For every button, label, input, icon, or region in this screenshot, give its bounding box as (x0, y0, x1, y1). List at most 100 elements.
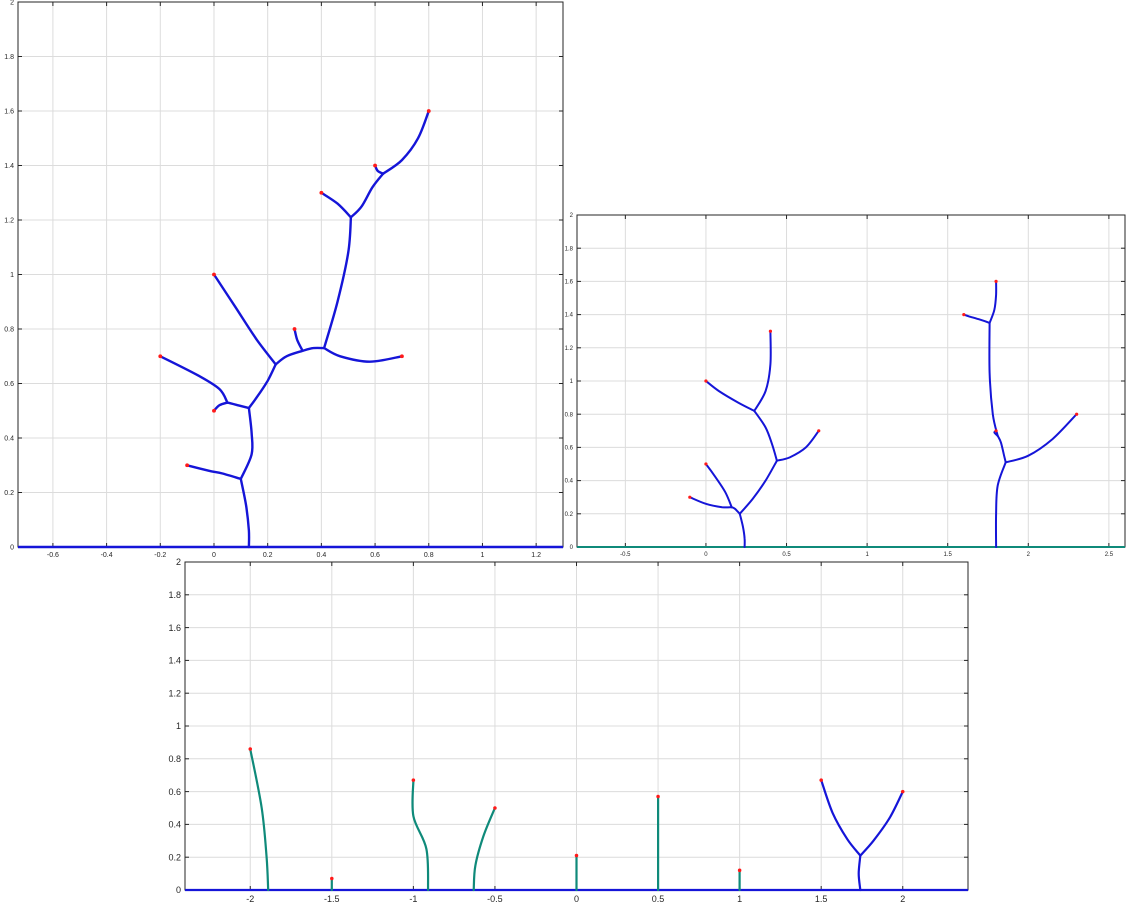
branch-line (301, 346, 326, 352)
branch-tip-point (768, 329, 773, 333)
branch-tip-point (656, 794, 660, 799)
branch-line (274, 349, 304, 366)
y-tick-label: 0 (10, 544, 14, 551)
y-tick-label: 0.6 (565, 446, 574, 452)
x-tick-label: 1.5 (815, 894, 828, 904)
branch-line (185, 464, 242, 481)
branch-tip-point (399, 354, 404, 359)
branch-line (857, 854, 862, 892)
plot-bottom: -2 -1.5 -1 -0.5 0 0.5 1 1.5 2 0 0.2 0.4 0.6 0.8 1 1.2 1.… (168, 557, 969, 904)
y-tick-label: 1.8 (4, 54, 14, 61)
x-tick-label: 2 (1027, 552, 1031, 558)
branch-tip-point (962, 313, 966, 317)
branch-line (212, 401, 229, 412)
branch-tip-point (704, 379, 708, 383)
branch-tip-point (330, 876, 334, 881)
x-tick-label: -1 (409, 894, 417, 904)
branch-line (247, 363, 277, 410)
branch-tip-point (994, 429, 998, 433)
branch-line (1004, 413, 1078, 464)
branch-line (688, 496, 733, 509)
branch-line (730, 506, 741, 515)
y-tick-label: 1.2 (168, 688, 181, 698)
branch-line (320, 191, 353, 219)
x-tick-label: 2.5 (1105, 552, 1114, 558)
y-tick-label: 0.2 (565, 512, 574, 518)
branch-tip-point (900, 789, 905, 794)
y-tick-label: 2 (176, 557, 181, 567)
y-tick-label: 0.2 (168, 852, 181, 862)
y-tick-label: 0.4 (168, 820, 181, 830)
y-tick-label: 1.6 (4, 108, 14, 115)
branch-line (988, 321, 999, 437)
branch-line (322, 346, 404, 363)
branch-line (994, 461, 1007, 548)
branch-line (820, 779, 862, 857)
y-tick-label: 1.4 (565, 313, 574, 319)
branch-tip-point (373, 163, 377, 168)
branch-line (411, 779, 430, 892)
x-tick-label: 1.5 (944, 552, 953, 558)
x-tick-label: 0 (574, 894, 579, 904)
branch-line (859, 790, 904, 857)
y-tick-label: 1.2 (565, 346, 574, 352)
x-tick-label: -0.5 (487, 894, 503, 904)
x-tick-label: 0.6 (370, 552, 380, 559)
y-tick-label: 1.2 (4, 217, 14, 224)
x-tick-label: -0.6 (47, 552, 59, 559)
plot-right: -0.5 0 0.5 1 1.5 2 2.5 0 0.2 0.4 0.6 0.8 1 1.2 1.4 1.6 1… (565, 213, 1126, 558)
x-tick-label: -0.2 (154, 552, 166, 559)
x-tick-label: 1.2 (531, 552, 541, 559)
y-tick-label: 1.4 (4, 163, 14, 170)
branch-tip-point (994, 279, 998, 283)
y-tick-label: 0.6 (4, 381, 14, 388)
branch-line (738, 512, 746, 548)
branch-line (996, 434, 1007, 464)
branch-tip-point (493, 806, 497, 810)
y-tick-label: 0 (570, 545, 574, 551)
plot-top-left: -0.6 -0.4 -0.2 0 0.2 0.4 0.6 0.8 1 1.2 0 0.2 0.4 0.6 0… (4, 0, 564, 559)
y-tick-label: 1 (570, 379, 574, 385)
x-tick-label: 0.5 (652, 894, 665, 904)
x-tick-label: -0.5 (620, 552, 631, 558)
x-tick-label: 0.4 (317, 552, 327, 559)
x-tick-label: 2 (900, 894, 905, 904)
x-tick-label: 0 (212, 552, 216, 559)
x-tick-label: -2 (246, 894, 254, 904)
y-tick-label: 1.8 (565, 246, 574, 252)
branch-line (472, 806, 496, 892)
x-tick-label: -1.5 (324, 894, 340, 904)
branch-line (322, 216, 353, 350)
x-tick-label: 0.8 (424, 552, 434, 559)
x-tick-label: 1 (481, 552, 485, 559)
branch-tip-point (158, 354, 163, 359)
x-tick-label: -0.4 (101, 552, 113, 559)
branch-line (704, 380, 756, 412)
x-tick-label: 0 (704, 552, 708, 558)
branch-line (753, 330, 772, 412)
y-tick-label: 0.4 (4, 435, 14, 442)
branch-tip-point (185, 463, 190, 468)
y-tick-label: 0.8 (4, 326, 14, 333)
y-tick-label: 0.4 (565, 479, 574, 485)
y-tick-label: 2 (570, 213, 574, 219)
branch-tip-point (704, 462, 708, 466)
branch-line (753, 409, 778, 462)
branch-line (988, 280, 998, 324)
y-tick-label: 1.6 (565, 280, 574, 286)
branch-line (249, 747, 270, 892)
x-tick-label: 0.5 (782, 552, 791, 558)
y-tick-label: 0 (176, 885, 181, 895)
branch-line (226, 401, 251, 410)
branch-line (239, 477, 251, 549)
branch-tip-point (574, 853, 579, 858)
branch-line (212, 273, 277, 366)
branch-tip-point (819, 778, 823, 782)
branch-tip-point (426, 109, 431, 113)
branch-tip-point (817, 429, 821, 433)
branch-tip-point (411, 778, 416, 782)
x-tick-label: 1 (865, 552, 869, 558)
branch-tip-point (688, 495, 692, 499)
branch-line (293, 327, 304, 352)
branch-line (381, 109, 430, 175)
